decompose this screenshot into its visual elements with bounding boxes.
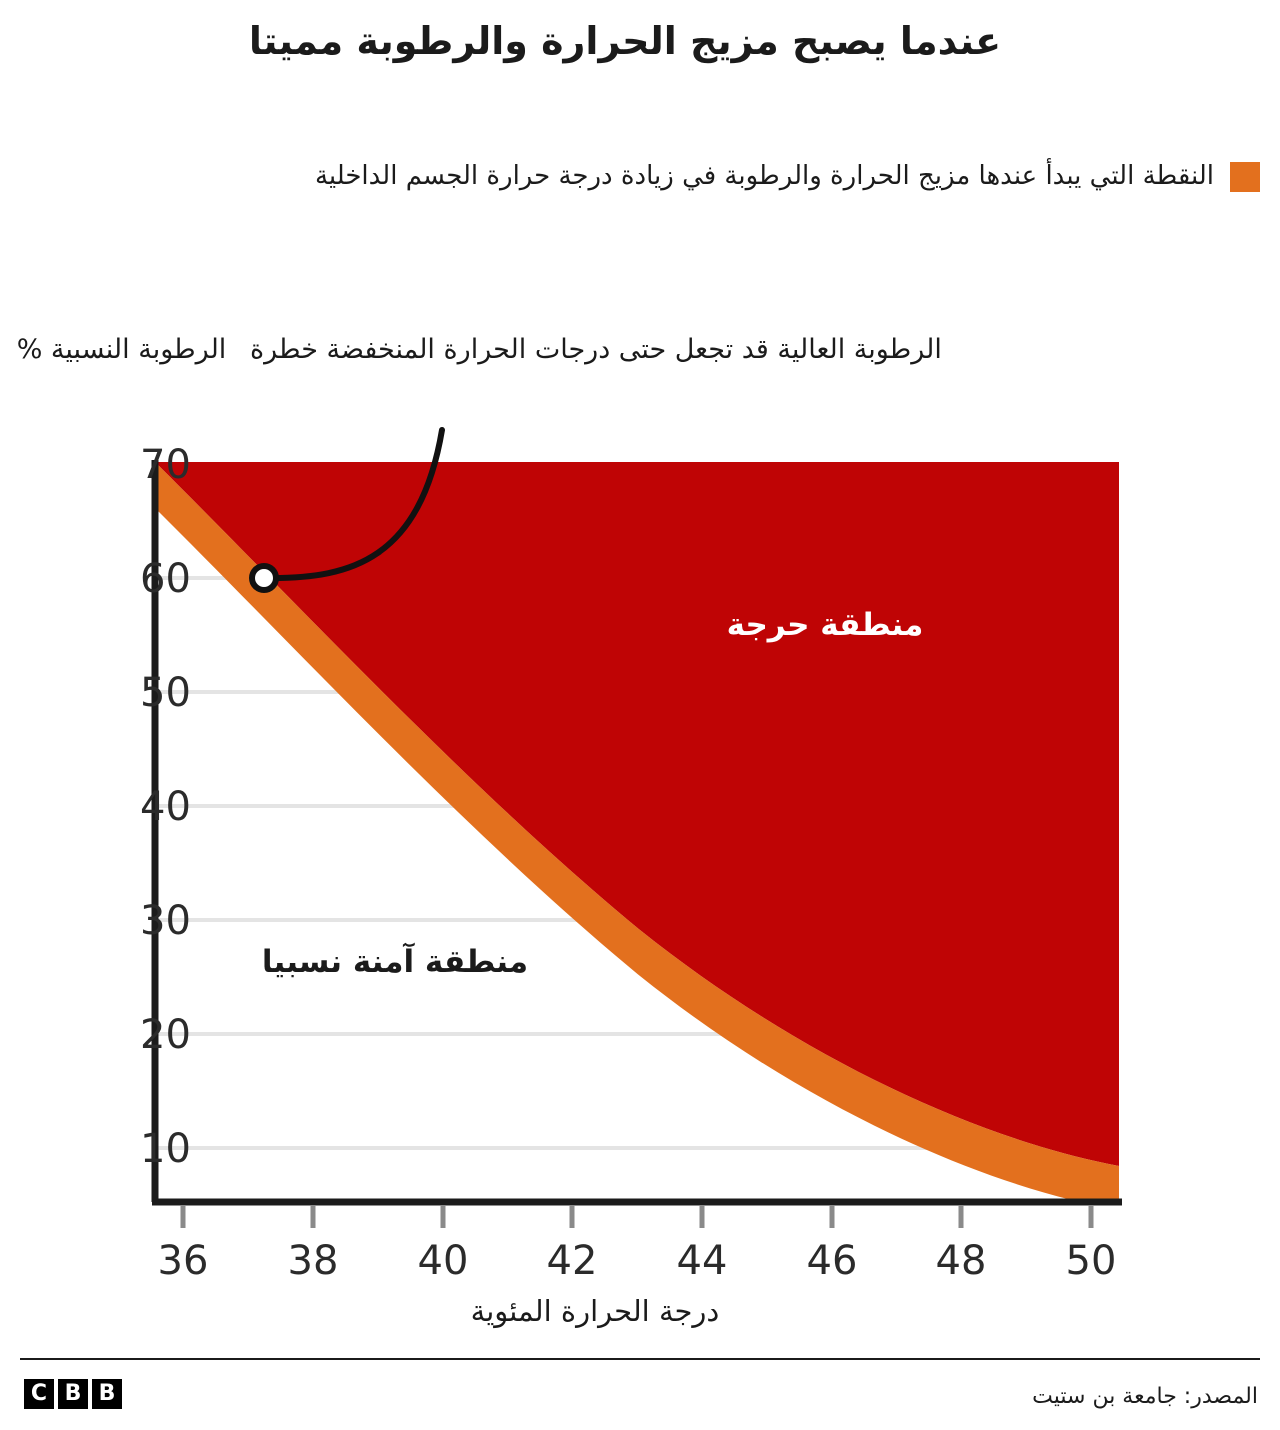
threshold-marker-point bbox=[249, 563, 279, 593]
critical-zone-area bbox=[155, 462, 1119, 1166]
threshold-band-area bbox=[155, 462, 1119, 1200]
y-tick-labels: 70 60 50 40 30 20 10 bbox=[140, 442, 191, 1172]
svg-text:60: 60 bbox=[140, 556, 191, 602]
x-axis-title: درجة الحرارة المئوية bbox=[470, 1294, 720, 1328]
plot-background bbox=[155, 462, 1119, 1200]
x-tick-labels: 36 38 40 42 44 46 48 50 bbox=[158, 1238, 1117, 1284]
legend: النقطة التي يبدأ عندها مزيج الحرارة والر… bbox=[40, 158, 1260, 196]
svg-text:10: 10 bbox=[140, 1126, 191, 1172]
svg-text:70: 70 bbox=[140, 442, 191, 488]
gridlines bbox=[155, 462, 1119, 1150]
svg-text:40: 40 bbox=[418, 1238, 469, 1284]
source-attribution: المصدر: جامعة بن ستيت bbox=[1032, 1384, 1258, 1409]
footer-divider bbox=[20, 1358, 1260, 1360]
bbc-logo-letter-2: B bbox=[58, 1379, 88, 1409]
svg-text:20: 20 bbox=[140, 1012, 191, 1058]
page-title: عندما يصبح مزيج الحرارة والرطوبة مميتا bbox=[248, 19, 1002, 63]
svg-text:42: 42 bbox=[547, 1238, 598, 1284]
safe-zone-label: منطقة آمنة نسبيا bbox=[262, 942, 528, 980]
svg-text:38: 38 bbox=[288, 1238, 339, 1284]
svg-text:30: 30 bbox=[140, 898, 191, 944]
svg-text:48: 48 bbox=[936, 1238, 987, 1284]
bbc-logo-letter-3: C bbox=[24, 1379, 54, 1409]
svg-text:36: 36 bbox=[158, 1238, 209, 1284]
svg-text:50: 50 bbox=[1066, 1238, 1117, 1284]
callout-note: الرطوبة العالية قد تجعل حتى درجات الحرار… bbox=[250, 334, 942, 365]
svg-text:40: 40 bbox=[140, 784, 191, 830]
critical-zone-label: منطقة حرجة bbox=[727, 607, 924, 643]
legend-label-threshold: النقطة التي يبدأ عندها مزيج الحرارة والر… bbox=[314, 161, 1214, 191]
bbc-logo-letter-1: B bbox=[92, 1379, 122, 1409]
svg-text:46: 46 bbox=[807, 1238, 858, 1284]
callout-leader-line bbox=[269, 427, 445, 581]
legend-swatch-threshold bbox=[1230, 162, 1260, 192]
svg-text:44: 44 bbox=[677, 1238, 728, 1284]
bbc-logo: B B C bbox=[24, 1379, 122, 1409]
x-tick-marks bbox=[180, 1205, 1094, 1228]
svg-text:50: 50 bbox=[140, 670, 191, 716]
y-axis-title: الرطوبة النسبية % bbox=[16, 334, 227, 365]
